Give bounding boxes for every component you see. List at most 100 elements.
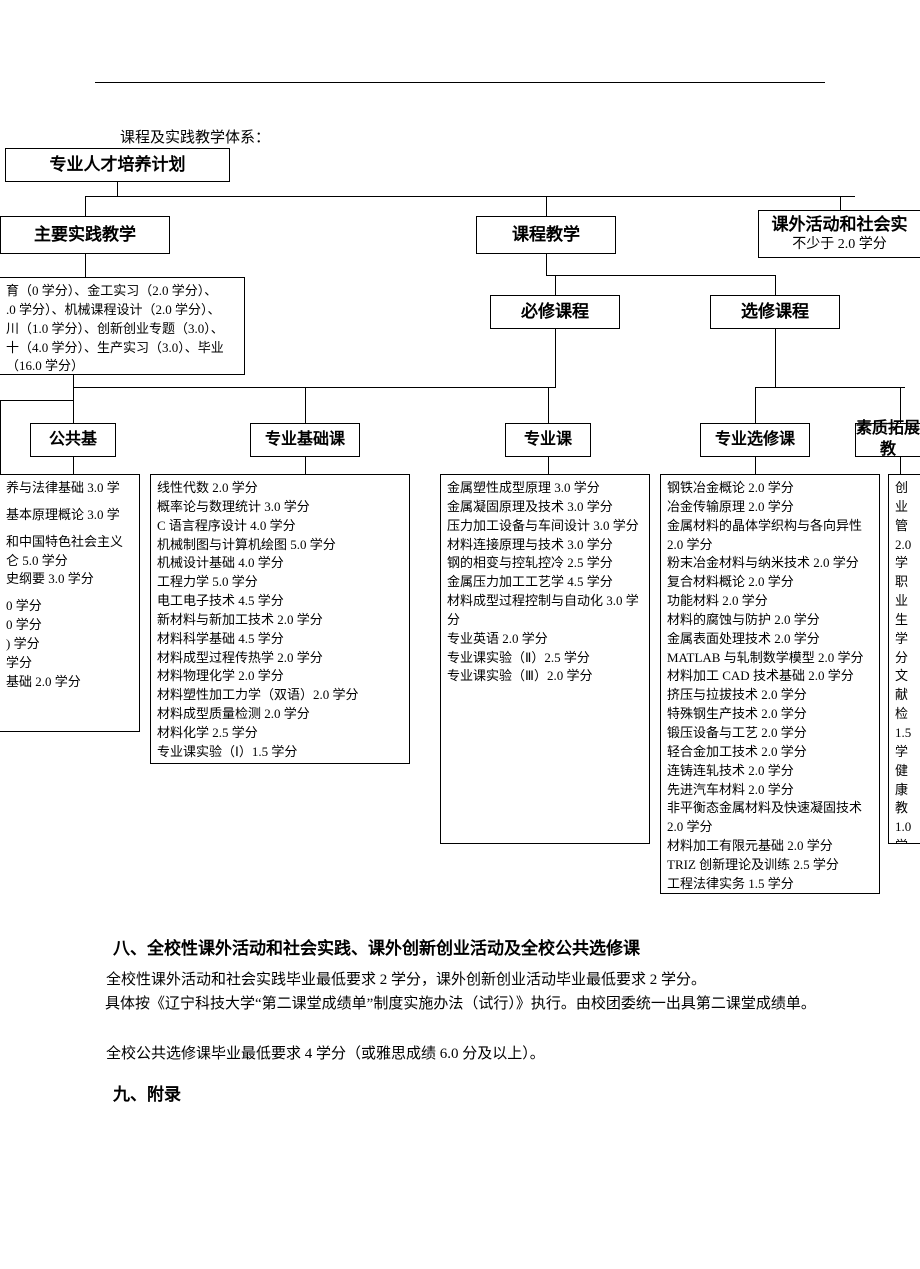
connector xyxy=(900,457,901,474)
list-item: 专业课实验（Ⅰ）1.5 学分 xyxy=(157,743,403,762)
col-zyxx: 钢铁冶金概论 2.0 学分冶金传输原理 2.0 学分金属材料的晶体学织构与各向异… xyxy=(660,474,880,894)
list-item: 学分 xyxy=(6,654,133,673)
list-item: 基本原理概论 3.0 学 xyxy=(6,506,133,525)
sec8-p2: 具体按《辽宁科技大学“第二课堂成绩单”制度实施办法（试行）》执行。由校团委统一出… xyxy=(75,992,880,1017)
list-item: 复合材料概论 2.0 学分 xyxy=(667,573,873,592)
list-item: C 语言程序设计 4.0 学分 xyxy=(157,517,403,536)
connector xyxy=(548,387,549,423)
list-item: 仑 5.0 学分 xyxy=(6,552,133,571)
connector xyxy=(73,387,74,423)
connector xyxy=(775,275,776,295)
node-zyjc: 专业基础课 xyxy=(250,423,360,457)
list-item: 工程力学 5.0 学分 xyxy=(157,573,403,592)
list-item: 2.0 学 xyxy=(895,536,914,574)
node-practice: 主要实践教学 xyxy=(0,216,170,254)
connector xyxy=(900,387,901,423)
list-item: 金属表面处理技术 2.0 学分 xyxy=(667,630,873,649)
connector xyxy=(305,457,306,474)
connector xyxy=(73,375,74,387)
list-item: 先进汽车材料 2.0 学分 xyxy=(667,781,873,800)
list-item: 史纲要 3.0 学分 xyxy=(6,570,133,589)
list-item: 材料成型过程控制与自动化 3.0 学分 xyxy=(447,592,643,630)
list-item: 钢铁冶金概论 2.0 学分 xyxy=(667,479,873,498)
list-item: 线性代数 2.0 学分 xyxy=(157,479,403,498)
list-item: 基础 2.0 学分 xyxy=(6,673,133,692)
list-item: 连铸连轧技术 2.0 学分 xyxy=(667,762,873,781)
list-item: 金属塑性成型原理 3.0 学分 xyxy=(447,479,643,498)
list-item: 金属材料的晶体学织构与各向异性 2.0 学分 xyxy=(667,517,873,555)
list-item: 材料加工 CAD 技术基础 2.0 学分 xyxy=(667,667,873,686)
list-item: ) 学分 xyxy=(6,635,133,654)
col-ggjc: 养与法律基础 3.0 学基本原理概论 3.0 学和中国特色社会主义仑 5.0 学… xyxy=(0,474,140,732)
connector xyxy=(73,387,556,388)
node-zyxx-label: 专业选修课 xyxy=(715,430,795,451)
list-item: 专业课实验（Ⅱ）2.5 学分 xyxy=(447,649,643,668)
sec8-p1: 全校性课外活动和社会实践毕业最低要求 2 学分，课外创新创业活动毕业最低要求 2… xyxy=(106,968,880,993)
list-item: 锻压设备与工艺 2.0 学分 xyxy=(667,724,873,743)
list-item: 特殊钢生产技术 2.0 学分 xyxy=(667,705,873,724)
node-extra: 课外活动和社会实 不少于 2.0 学分 xyxy=(758,210,920,258)
connector xyxy=(775,329,776,387)
node-elective-label: 选修课程 xyxy=(741,301,809,323)
list-item: 粉末冶金材料与纳米技术 2.0 学分 xyxy=(667,554,873,573)
list-item: 功能材料 2.0 学分 xyxy=(667,592,873,611)
list-item: 学分 xyxy=(895,630,914,668)
node-root: 专业人才培养计划 xyxy=(5,148,230,182)
list-item: 压力加工设备与车间设计 3.0 学分 xyxy=(447,517,643,536)
list-item: 材料塑性加工力学（双语）2.0 学分 xyxy=(157,686,403,705)
list-item xyxy=(6,589,133,597)
list-item: 创业管 xyxy=(895,479,914,536)
node-elective: 选修课程 xyxy=(710,295,840,329)
connector xyxy=(305,387,306,423)
connector xyxy=(85,254,86,277)
connector xyxy=(85,196,855,197)
list-item: 概率论与数理统计 3.0 学分 xyxy=(157,498,403,517)
list-item: 材料化学 2.5 学分 xyxy=(157,724,403,743)
list-item: 专业课实验（Ⅲ）2.0 学分 xyxy=(447,667,643,686)
list-item: 工程法律实务 1.5 学分 xyxy=(667,875,873,894)
node-zyxx: 专业选修课 xyxy=(700,423,810,457)
list-item: 材料的腐蚀与防护 2.0 学分 xyxy=(667,611,873,630)
list-item: 冶金传输原理 2.0 学分 xyxy=(667,498,873,517)
list-item: 轻合金加工技术 2.0 学分 xyxy=(667,743,873,762)
list-item: 文献检 xyxy=(895,667,914,724)
list-item: 材料成型过程传热学 2.0 学分 xyxy=(157,649,403,668)
sec8-p3: 全校公共选修课毕业最低要求 4 学分（或雅思成绩 6.0 分及以上）。 xyxy=(106,1042,880,1067)
list-item: 新材料与新加工技术 2.0 学分 xyxy=(157,611,403,630)
list-item: 健康教 xyxy=(895,762,914,819)
list-item: 材料科学基础 4.5 学分 xyxy=(157,630,403,649)
page-rule xyxy=(95,82,825,83)
col-sztz: 创业管2.0 学职业生学分文献检1.5 学健康教1.0 学大学生育1.0 学军事… xyxy=(888,474,920,844)
node-zyk: 专业课 xyxy=(505,423,591,457)
list-item: 材料成型质量检测 2.0 学分 xyxy=(157,705,403,724)
node-extra-label: 课外活动和社会实 xyxy=(772,214,908,236)
node-ggjc-label: 公共基 xyxy=(49,430,97,451)
list-item xyxy=(6,525,133,533)
list-item: 1.5 学 xyxy=(895,724,914,762)
list-item: 职业生 xyxy=(895,573,914,630)
list-item: 机械制图与计算机绘图 5.0 学分 xyxy=(157,536,403,555)
list-item: 专业英语 2.0 学分 xyxy=(447,630,643,649)
connector xyxy=(546,196,547,216)
connector xyxy=(117,182,118,196)
practice-detail: 育（0 学分）、金工实习（2.0 学分）、 .0 学分）、机械课程设计（2.0 … xyxy=(0,277,245,375)
practice-text: 育（0 学分）、金工实习（2.0 学分）、 .0 学分）、机械课程设计（2.0 … xyxy=(6,282,238,375)
col-zyjc: 线性代数 2.0 学分概率论与数理统计 3.0 学分C 语言程序设计 4.0 学… xyxy=(150,474,410,764)
node-extra-sub: 不少于 2.0 学分 xyxy=(792,236,887,254)
connector xyxy=(0,400,1,474)
node-course-label: 课程教学 xyxy=(512,224,580,246)
list-item: 材料物理化学 2.0 学分 xyxy=(157,667,403,686)
sec8-title: 八、全校性课外活动和社会实践、课外创新创业活动及全校公共选修课 xyxy=(113,934,640,959)
connector xyxy=(555,275,556,295)
node-course: 课程教学 xyxy=(476,216,616,254)
list-item: MATLAB 与轧制数学模型 2.0 学分 xyxy=(667,649,873,668)
list-item: 养与法律基础 3.0 学 xyxy=(6,479,133,498)
connector xyxy=(73,457,74,474)
connector xyxy=(555,329,556,387)
list-item: 金属压力加工工艺学 4.5 学分 xyxy=(447,573,643,592)
list-item: 材料连接原理与技术 3.0 学分 xyxy=(447,536,643,555)
connector xyxy=(755,387,756,423)
node-zyjc-label: 专业基础课 xyxy=(265,430,345,451)
list-item: 电工电子技术 4.5 学分 xyxy=(157,592,403,611)
list-item: 材料加工有限元基础 2.0 学分 xyxy=(667,837,873,856)
